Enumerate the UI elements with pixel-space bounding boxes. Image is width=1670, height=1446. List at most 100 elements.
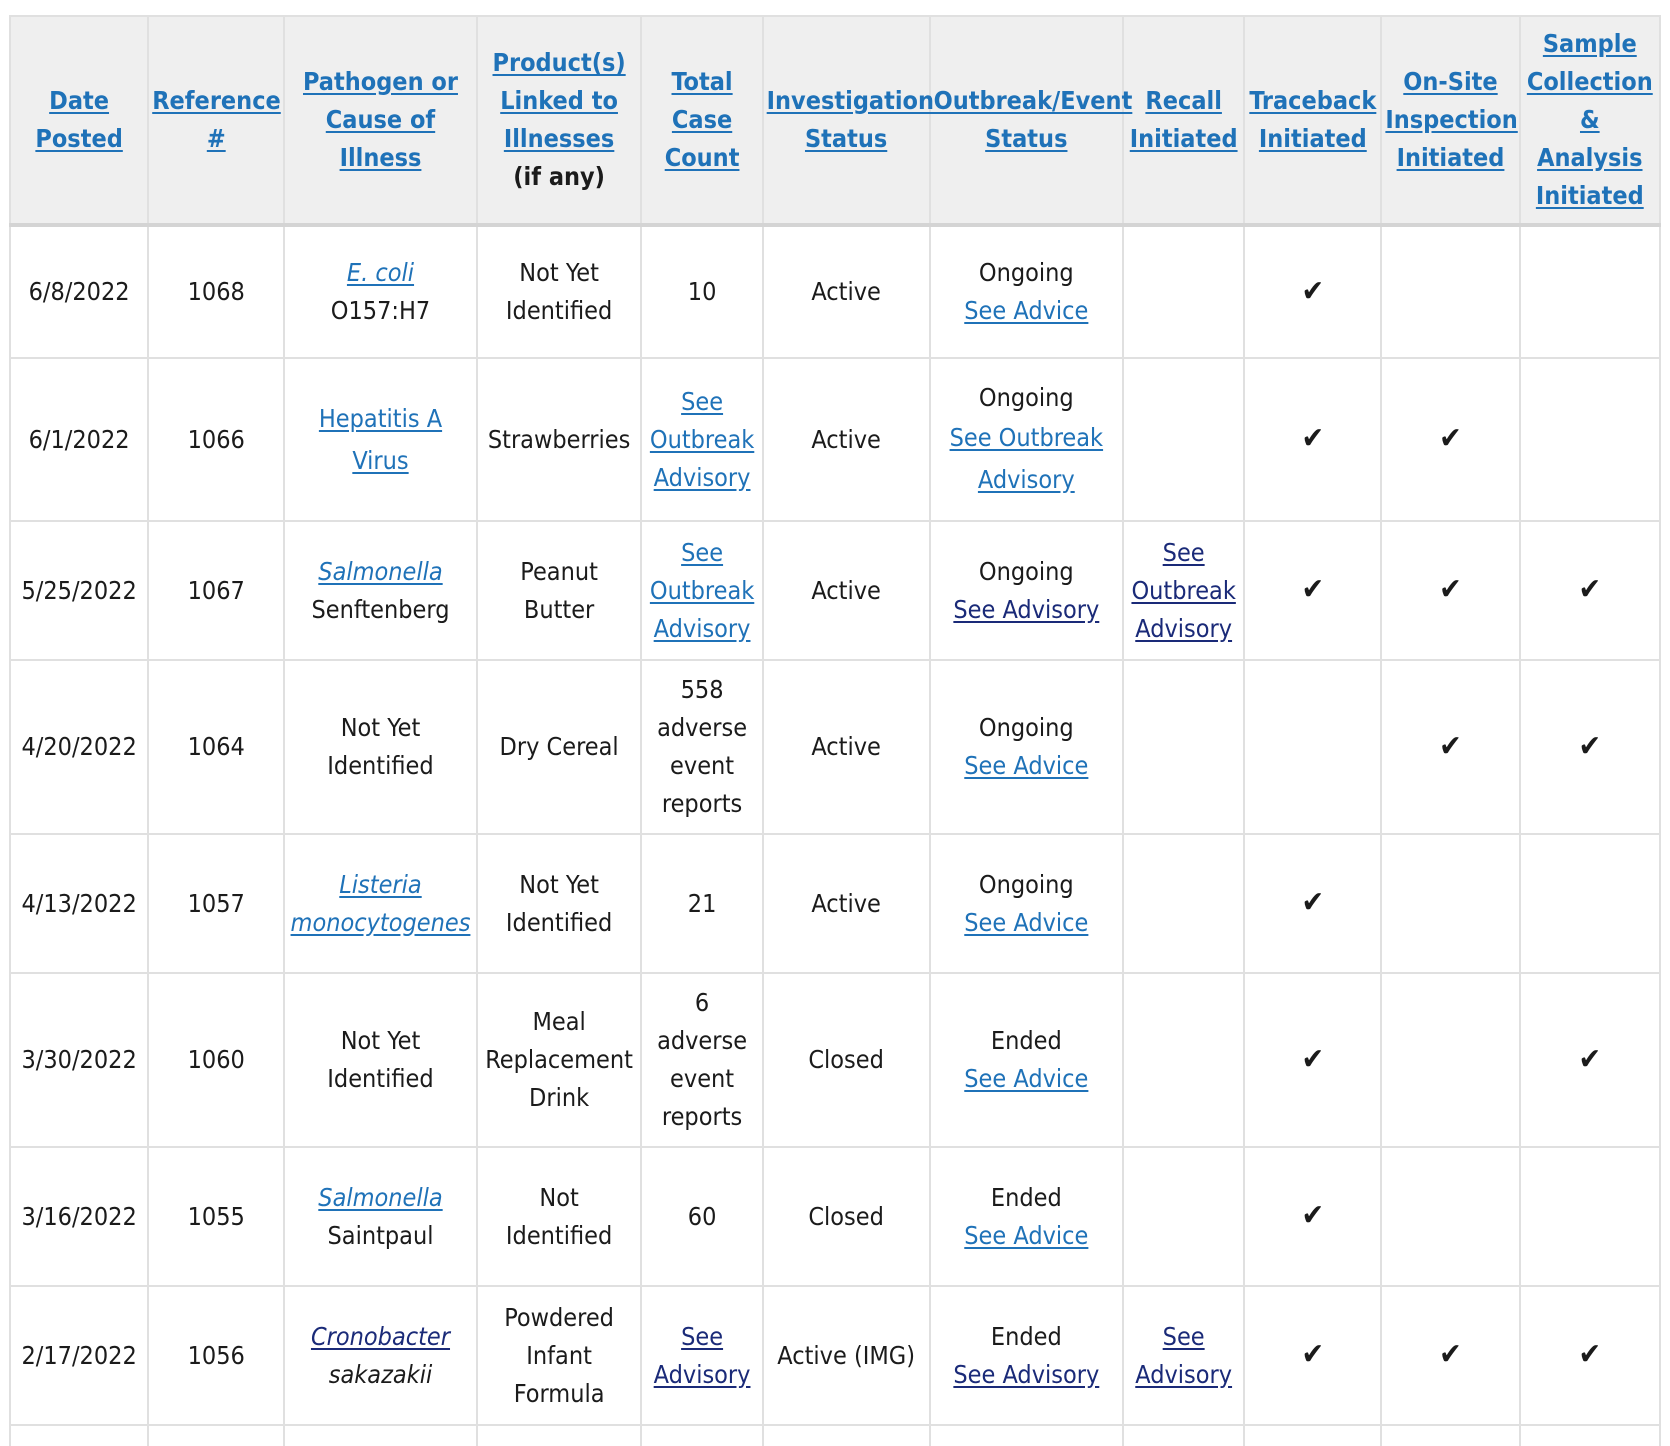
recall-advisory-link[interactable]: See Advisory xyxy=(1135,1321,1233,1389)
header-investigation-status[interactable]: Investigation Status xyxy=(761,15,934,227)
onsite-cell xyxy=(1380,224,1521,359)
table-row: 4/20/2022 1064 Not Yet Identified Dry Ce… xyxy=(8,659,1662,835)
check-icon: ✔ xyxy=(1439,728,1462,764)
reference-cell: 1066 xyxy=(147,357,286,522)
sort-link-pathogen[interactable]: Pathogen or Cause of Illness xyxy=(303,67,458,172)
sort-link-outbreak-status[interactable]: Outbreak/Event Status xyxy=(933,86,1133,153)
table-row: 6/1/2022 1066 Hepatitis A Virus Strawber… xyxy=(8,357,1662,522)
outbreak-advice-link[interactable]: See Advice xyxy=(964,296,1089,325)
header-products[interactable]: Product(s) Linked to Illnesses (if any) xyxy=(475,15,643,227)
sort-link-case-count[interactable]: Total Case Count xyxy=(664,67,740,172)
onsite-cell: ✔ xyxy=(1380,357,1521,522)
check-icon: ✔ xyxy=(1578,572,1602,607)
sort-link-traceback-initiated[interactable]: Traceback Initiated xyxy=(1249,86,1377,153)
product-cell: Peanut Butter xyxy=(475,520,643,661)
product-cell: Not Identified xyxy=(475,1146,643,1287)
pathogen-cell xyxy=(283,1424,478,1446)
sort-link-products[interactable]: Product(s) Linked to Illnesses xyxy=(492,48,626,153)
case-count-cell: See Outbreak Advisory xyxy=(640,357,764,522)
sort-link-sample-collection[interactable]: Sample Collection & Analysis Initiated xyxy=(1526,29,1653,210)
outbreak-status-text: Ended xyxy=(990,1026,1062,1055)
header-reference[interactable]: Reference # xyxy=(147,15,286,227)
outbreak-status-cell: Ongoing See Outbreak Advisory xyxy=(928,357,1125,522)
pathogen-cell: Salmonella Senftenberg xyxy=(283,520,478,661)
header-sample-collection[interactable]: Sample Collection & Analysis Initiated xyxy=(1518,15,1662,227)
sort-link-date-posted[interactable]: Date Posted xyxy=(35,86,123,153)
case-count-advisory-link[interactable]: See Advisory xyxy=(653,1321,751,1389)
pathogen-link[interactable]: Salmonella xyxy=(318,556,443,586)
check-icon: ✔ xyxy=(1301,1337,1325,1372)
date-cell: 6/1/2022 xyxy=(8,357,150,522)
recall-cell xyxy=(1122,972,1246,1148)
sort-link-investigation-status[interactable]: Investigation Status xyxy=(766,86,935,153)
reference-cell: 1060 xyxy=(147,972,286,1148)
reference-cell: 1068 xyxy=(147,224,286,359)
header-pathogen[interactable]: Pathogen or Cause of Illness xyxy=(283,15,478,227)
outbreak-status-cell xyxy=(928,1424,1125,1446)
case-count-advisory-link[interactable]: See Outbreak Advisory xyxy=(649,537,755,643)
reference-cell: 1057 xyxy=(147,833,286,974)
traceback-cell: ✔ xyxy=(1243,224,1383,359)
outbreak-status-cell: Ongoing See Advice xyxy=(928,833,1125,974)
sample-cell xyxy=(1518,833,1662,974)
outbreak-advice-link[interactable]: See Advisory xyxy=(953,1359,1100,1389)
outbreak-status-cell: Ended See Advisory xyxy=(928,1285,1125,1426)
header-row: Date Posted Reference # Pathogen or Caus… xyxy=(8,15,1662,227)
date-cell: 5/25/2022 xyxy=(8,520,150,661)
pathogen-link[interactable]: Listeria monocytogenes xyxy=(290,869,471,937)
table-row: 5/25/2022 1067 Salmonella Senftenberg Pe… xyxy=(8,520,1662,661)
onsite-cell xyxy=(1380,972,1521,1148)
pathogen-text: Not Yet Identified xyxy=(327,1026,434,1093)
pathogen-cell: Cronobacter sakazakii xyxy=(283,1285,478,1426)
pathogen-link[interactable]: Cronobacter xyxy=(310,1321,451,1351)
sort-link-reference[interactable]: Reference # xyxy=(152,86,281,153)
header-date-posted[interactable]: Date Posted xyxy=(8,15,150,227)
header-outbreak-status[interactable]: Outbreak/Event Status xyxy=(928,15,1132,227)
traceback-cell: ✔ xyxy=(1243,1285,1383,1426)
product-cell: Not Yet Identified xyxy=(475,833,643,974)
date-cell: 4/20/2022 xyxy=(8,659,150,835)
date-cell: 4/13/2022 xyxy=(8,833,150,974)
outbreak-advice-link[interactable]: See Advice xyxy=(964,907,1089,937)
onsite-cell xyxy=(1380,833,1521,974)
outbreak-status-cell: Ended See Advice xyxy=(928,1146,1125,1287)
outbreak-advice-link[interactable]: See Advice xyxy=(964,751,1089,780)
date-cell: 2/17/2022 xyxy=(8,1285,150,1426)
header-products-note: (if any) xyxy=(513,162,605,191)
case-count-cell: 558 adverse event reports xyxy=(640,659,764,835)
reference-cell: 1067 xyxy=(147,520,286,661)
product-cell xyxy=(475,1424,643,1446)
sort-link-recall-initiated[interactable]: Recall Initiated xyxy=(1129,86,1238,153)
sort-link-onsite-inspection[interactable]: On-Site Inspection Initiated xyxy=(1385,67,1518,172)
outbreak-advice-link[interactable]: See Advice xyxy=(964,1220,1089,1250)
outbreak-status-text: Ongoing xyxy=(978,869,1074,899)
outbreak-advice-link[interactable]: See Advisory xyxy=(953,594,1100,624)
pathogen-cell: Hepatitis A Virus xyxy=(283,357,478,522)
outbreak-status-text: Ended xyxy=(990,1182,1062,1212)
pathogen-link[interactable]: Hepatitis A Virus xyxy=(318,403,443,475)
pathogen-cell: Not Yet Identified xyxy=(283,659,478,835)
product-cell: Meal Replacement Drink xyxy=(475,972,643,1148)
check-icon: ✔ xyxy=(1301,1198,1325,1233)
outbreak-advice-link[interactable]: See Advice xyxy=(964,1064,1089,1093)
outbreak-status-cell: Ongoing See Advisory xyxy=(928,520,1125,661)
recall-cell xyxy=(1122,224,1246,359)
investigation-status-cell: Active xyxy=(761,659,931,835)
check-icon: ✔ xyxy=(1578,1337,1602,1372)
recall-cell xyxy=(1122,357,1246,522)
header-onsite-inspection[interactable]: On-Site Inspection Initiated xyxy=(1380,15,1521,227)
pathogen-link[interactable]: E. coli xyxy=(346,258,415,287)
outbreak-advice-link[interactable]: See Outbreak Advisory xyxy=(949,422,1104,494)
case-count-advisory-link[interactable]: See Outbreak Advisory xyxy=(649,386,755,492)
investigation-status-cell: Active xyxy=(761,224,931,359)
header-recall-initiated[interactable]: Recall Initiated xyxy=(1122,15,1246,227)
header-traceback-initiated[interactable]: Traceback Initiated xyxy=(1243,15,1383,227)
case-count-cell: See Advisory xyxy=(640,1285,764,1426)
header-case-count[interactable]: Total Case Count xyxy=(640,15,764,227)
pathogen-link[interactable]: Salmonella xyxy=(318,1182,443,1212)
recall-advisory-link[interactable]: See Outbreak Advisory xyxy=(1131,537,1236,643)
outbreak-investigation-table-container: Date Posted Reference # Pathogen or Caus… xyxy=(8,15,1662,1446)
check-icon: ✔ xyxy=(1301,273,1325,309)
table-row: 6/8/2022 1068 E. coli O157:H7 Not Yet Id… xyxy=(8,224,1662,359)
investigation-status-cell: Active xyxy=(761,833,931,974)
